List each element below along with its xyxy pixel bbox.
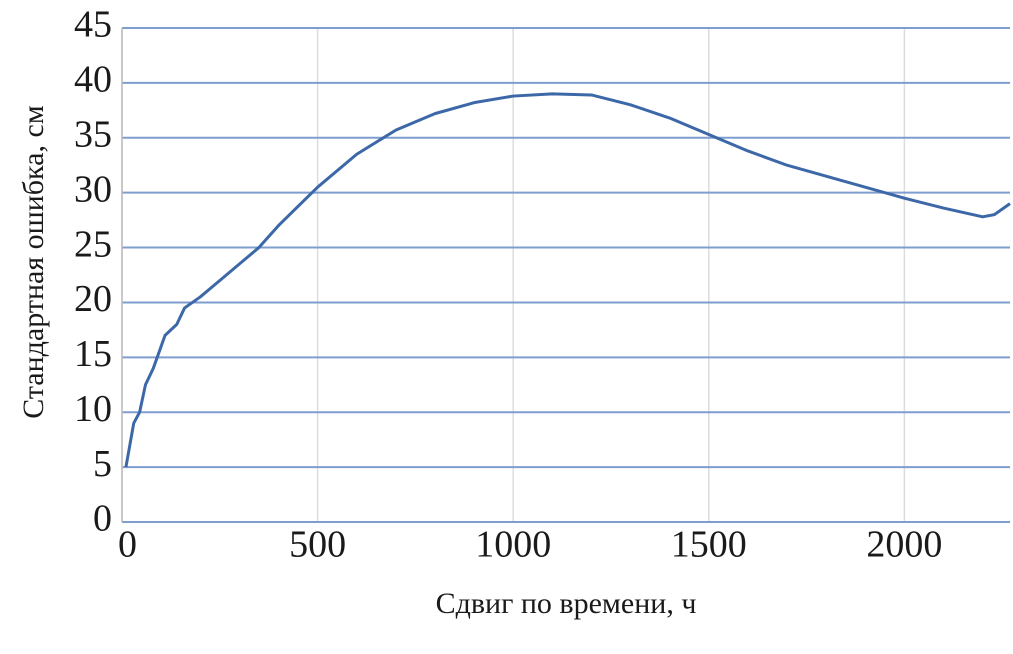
x-tick-label: 2000: [866, 524, 942, 566]
y-tick-label: 0: [93, 498, 112, 540]
y-tick-label: 40: [74, 59, 112, 101]
y-tick-label: 15: [74, 333, 112, 375]
x-tick-label: 1500: [671, 524, 747, 566]
x-tick-label: 0: [118, 524, 137, 566]
x-axis-label: Сдвиг по времени, ч: [436, 587, 697, 620]
y-tick-label: 25: [74, 223, 112, 265]
x-tick-label: 500: [289, 524, 346, 566]
y-tick-label: 45: [74, 4, 112, 46]
y-tick-label: 35: [74, 113, 112, 155]
y-axis-label: Стандартная ошибка, см: [17, 105, 50, 419]
y-tick-label: 5: [93, 443, 112, 485]
y-tick-label: 20: [74, 278, 112, 320]
y-tick-label: 10: [74, 388, 112, 430]
x-tick-label: 1000: [475, 524, 551, 566]
y-tick-label: 30: [74, 168, 112, 210]
data-line: [124, 92, 1011, 468]
